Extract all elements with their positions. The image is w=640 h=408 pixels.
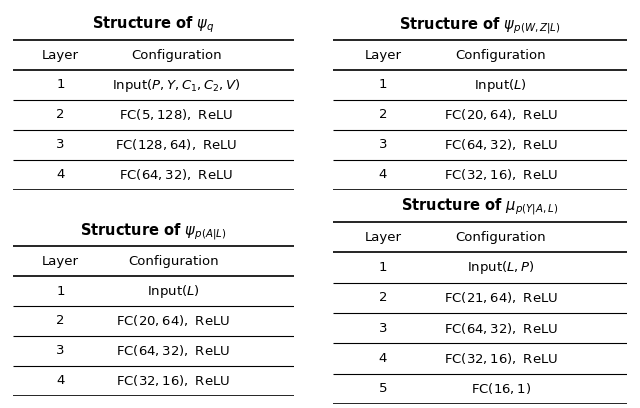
Text: Layer: Layer — [364, 231, 401, 244]
Text: $\mathrm{FC}(32, 16),\ \mathrm{ReLU}$: $\mathrm{FC}(32, 16),\ \mathrm{ReLU}$ — [116, 373, 230, 388]
Text: 3: 3 — [379, 138, 387, 151]
Text: 5: 5 — [379, 382, 387, 395]
Text: $\mathrm{FC}(32, 16),\ \mathrm{ReLU}$: $\mathrm{FC}(32, 16),\ \mathrm{ReLU}$ — [444, 351, 557, 366]
Text: Layer: Layer — [42, 255, 79, 268]
Text: $\mathrm{Input}(L)$: $\mathrm{Input}(L)$ — [147, 282, 200, 299]
Text: $\mathrm{FC}(20, 64),\ \mathrm{ReLU}$: $\mathrm{FC}(20, 64),\ \mathrm{ReLU}$ — [116, 313, 230, 328]
Text: Configuration: Configuration — [128, 255, 219, 268]
Text: Structure of $\psi_{p(A|L)}$: Structure of $\psi_{p(A|L)}$ — [81, 221, 227, 242]
Text: 2: 2 — [379, 291, 387, 304]
Text: Layer: Layer — [42, 49, 79, 62]
Text: Structure of $\psi_{p(W,Z|L)}$: Structure of $\psi_{p(W,Z|L)}$ — [399, 15, 561, 35]
Text: Configuration: Configuration — [131, 49, 221, 62]
Text: $\mathrm{FC}(5, 128),\ \mathrm{ReLU}$: $\mathrm{FC}(5, 128),\ \mathrm{ReLU}$ — [119, 107, 233, 122]
Text: 1: 1 — [379, 78, 387, 91]
Text: $\mathrm{FC}(64, 32),\ \mathrm{ReLU}$: $\mathrm{FC}(64, 32),\ \mathrm{ReLU}$ — [444, 137, 557, 152]
Text: 4: 4 — [379, 352, 387, 365]
Text: Configuration: Configuration — [455, 49, 546, 62]
Text: 2: 2 — [56, 109, 65, 122]
Text: $\mathrm{FC}(32, 16),\ \mathrm{ReLU}$: $\mathrm{FC}(32, 16),\ \mathrm{ReLU}$ — [444, 167, 557, 182]
Text: $\mathrm{FC}(16, 1)$: $\mathrm{FC}(16, 1)$ — [470, 381, 531, 396]
Text: 1: 1 — [56, 284, 65, 297]
Text: Structure of $\psi_q$: Structure of $\psi_q$ — [92, 15, 215, 35]
Text: 2: 2 — [379, 109, 387, 122]
Text: $\mathrm{Input}(L)$: $\mathrm{Input}(L)$ — [474, 77, 527, 93]
Text: $\mathrm{FC}(20, 64),\ \mathrm{ReLU}$: $\mathrm{FC}(20, 64),\ \mathrm{ReLU}$ — [444, 107, 557, 122]
Text: Layer: Layer — [364, 49, 401, 62]
Text: $\mathrm{Input}(P,Y,C_1,C_2,V)$: $\mathrm{Input}(P,Y,C_1,C_2,V)$ — [112, 77, 241, 93]
Text: 4: 4 — [56, 168, 65, 181]
Text: 3: 3 — [56, 344, 65, 357]
Text: $\mathrm{FC}(64, 32),\ \mathrm{ReLU}$: $\mathrm{FC}(64, 32),\ \mathrm{ReLU}$ — [119, 167, 233, 182]
Text: 4: 4 — [56, 374, 65, 387]
Text: 3: 3 — [56, 138, 65, 151]
Text: $\mathrm{Input}(L,P)$: $\mathrm{Input}(L,P)$ — [467, 259, 534, 276]
Text: Structure of $\mu_{p(Y|A,L)}$: Structure of $\mu_{p(Y|A,L)}$ — [401, 197, 559, 217]
Text: $\mathrm{FC}(64, 32),\ \mathrm{ReLU}$: $\mathrm{FC}(64, 32),\ \mathrm{ReLU}$ — [444, 321, 557, 336]
Text: 4: 4 — [379, 168, 387, 181]
Text: Configuration: Configuration — [455, 231, 546, 244]
Text: 3: 3 — [379, 322, 387, 335]
Text: $\mathrm{FC}(64, 32),\ \mathrm{ReLU}$: $\mathrm{FC}(64, 32),\ \mathrm{ReLU}$ — [116, 344, 230, 358]
Text: 1: 1 — [379, 261, 387, 274]
Text: 1: 1 — [56, 78, 65, 91]
Text: $\mathrm{FC}(21, 64),\ \mathrm{ReLU}$: $\mathrm{FC}(21, 64),\ \mathrm{ReLU}$ — [444, 290, 557, 305]
Text: $\mathrm{FC}(128, 64),\ \mathrm{ReLU}$: $\mathrm{FC}(128, 64),\ \mathrm{ReLU}$ — [115, 137, 237, 152]
Text: 2: 2 — [56, 315, 65, 328]
